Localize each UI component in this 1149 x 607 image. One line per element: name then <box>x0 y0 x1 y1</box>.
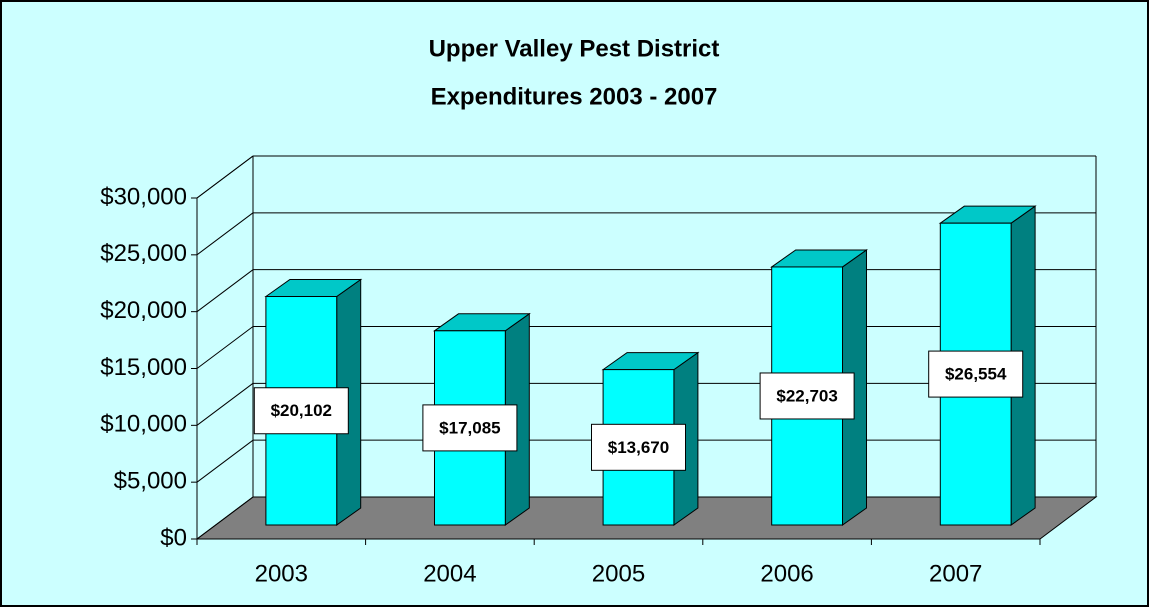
value-label-box <box>928 350 1024 398</box>
value-label-box <box>759 372 855 420</box>
y-tick-label: $30,000 <box>100 183 187 210</box>
chart-title: Expenditures 2003 - 2007 <box>431 83 718 110</box>
x-tick-label: 2004 <box>423 560 476 587</box>
x-tick-label: 2006 <box>760 560 813 587</box>
value-label-box <box>422 404 518 452</box>
y-tick-label: $20,000 <box>100 297 187 324</box>
x-tick-label: 2007 <box>929 560 982 587</box>
value-label: $26,554 <box>945 365 1007 384</box>
value-label: $22,703 <box>776 386 837 405</box>
value-label: $17,085 <box>439 418 500 437</box>
grid-line <box>196 212 254 256</box>
grid-line <box>196 382 254 426</box>
grid-line <box>196 496 254 540</box>
y-tick-label: $5,000 <box>114 468 187 495</box>
x-tick-label: 2003 <box>255 560 308 587</box>
y-tick-label: $15,000 <box>100 354 187 381</box>
grid-line <box>196 269 254 313</box>
grid-line <box>196 439 254 483</box>
y-tick-label: $25,000 <box>100 240 187 267</box>
grid-line <box>196 326 254 369</box>
value-label-box <box>591 423 686 471</box>
value-label-box <box>253 387 349 435</box>
y-tick-label: $10,000 <box>100 411 187 438</box>
value-label: $13,670 <box>608 438 669 457</box>
x-tick-label: 2005 <box>592 560 645 587</box>
grid-line <box>196 155 254 199</box>
chart-title: Upper Valley Pest District <box>429 35 720 62</box>
y-tick-label: $0 <box>160 524 187 551</box>
value-label: $20,102 <box>271 401 332 420</box>
